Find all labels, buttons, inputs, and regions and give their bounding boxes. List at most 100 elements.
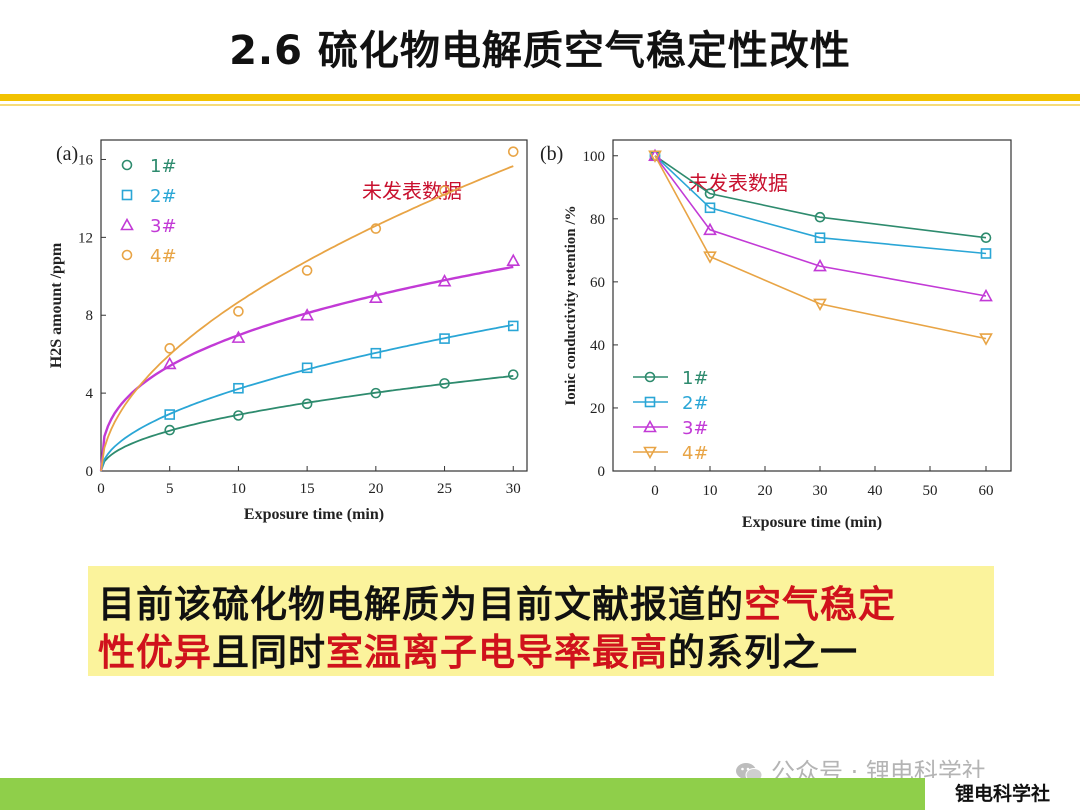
panel-a-point (164, 343, 176, 354)
panel-a-series-line (99, 265, 514, 472)
callout-text-2b: 且同时 (212, 631, 326, 674)
panel-a-point (301, 265, 313, 276)
panel-a-ytick-label: 0 (86, 464, 94, 480)
title-underline-thin (0, 104, 1080, 106)
panel-b-point (980, 232, 992, 244)
panel-a-series-line (100, 375, 514, 472)
panel-a-legend-marker (120, 217, 134, 231)
page-title: 2.6 硫化物电解质空气稳定性改性 (229, 28, 851, 74)
panel-b-xlabel: Exposure time (min) (742, 514, 882, 531)
panel-b-legend-label: 1# (682, 368, 709, 389)
panel-a-point (368, 290, 383, 304)
panel-a-xtick-label: 25 (437, 481, 452, 497)
panel-a-ylabel: H2S amount /ppm (48, 242, 65, 368)
panel-b-ytick-label: 0 (598, 464, 606, 480)
panel-a-ytick-label: 8 (86, 308, 94, 324)
panel-a-point (507, 320, 519, 332)
panel-a-legend-label: 4# (150, 246, 177, 267)
panel-b-ytick-label: 20 (590, 401, 605, 417)
panel-a-xlabel: Exposure time (min) (244, 506, 384, 523)
panel-b-xtick-label: 0 (651, 483, 659, 499)
panel-a-xtick-label: 0 (97, 481, 105, 497)
panel-b-legend-label: 4# (682, 443, 709, 464)
panel-a-point (506, 253, 521, 267)
panel-a-point (162, 356, 177, 370)
panel-a-point (370, 223, 382, 234)
panel-a-legend-marker (121, 159, 133, 171)
callout-highlight-2a: 性优异 (98, 631, 212, 674)
panel-b-point (813, 298, 827, 312)
title-underline (0, 94, 1080, 101)
panel-a-ytick-label: 4 (86, 386, 94, 402)
panel-a-point (370, 347, 382, 359)
panel-b-point (980, 248, 992, 259)
panel-a-annotation: 未发表数据 (362, 179, 462, 203)
panel-a-point (507, 146, 519, 157)
panel-b-ytick-label: 80 (590, 212, 605, 228)
callout-line-1: 目前该硫化物电解质为目前文献报道的空气稳定 (98, 574, 896, 628)
panel-a-point (164, 409, 176, 420)
panel-a-point (370, 387, 382, 399)
panel-a-label: (a) (56, 143, 78, 165)
panel-b-point (704, 188, 716, 199)
panel-b-point (648, 150, 662, 163)
panel-b-legend-marker (644, 371, 656, 383)
panel-b-series-line (654, 155, 987, 239)
panel-a-point (301, 398, 313, 410)
callout-text-1a: 目前该硫化物电解质为目前文献报道的 (98, 583, 744, 626)
callout-line-2: 性优异且同时室温离子电导率最高的系列之一 (98, 622, 858, 676)
panel-b-legend-marker (644, 396, 656, 408)
panel-b-ytick-label: 40 (590, 338, 605, 354)
panel-a-xtick-label: 15 (300, 481, 315, 497)
panel-a-point (231, 330, 246, 343)
panel-b-ytick-label: 100 (583, 149, 606, 165)
panel-b-xtick-label: 30 (813, 483, 828, 499)
panel-a-legend-marker (121, 189, 133, 201)
panel-a-point (233, 410, 244, 421)
panel-a-point (439, 185, 450, 196)
panel-b-series-line (654, 155, 987, 340)
panel-b-label: (b) (540, 143, 563, 165)
panel-b-ylabel: Ionic conductivity retention /% (563, 205, 579, 405)
panel-a-legend-marker (121, 249, 133, 261)
footer-bar (0, 778, 925, 810)
panel-a-ytick-label: 12 (78, 230, 93, 246)
panel-a-xtick-label: 30 (506, 481, 521, 497)
panel-b-point (979, 288, 993, 302)
panel-b-xtick-label: 60 (979, 483, 994, 499)
panel-b-series-line (654, 155, 987, 255)
panel-a-point (507, 369, 519, 380)
panel-a-xtick-label: 5 (166, 481, 174, 497)
panel-b-series-line (654, 155, 987, 297)
panel-b-point (703, 222, 717, 236)
panel-a-point (437, 274, 452, 287)
panel-b-legend-marker (643, 446, 657, 460)
panel-a-point (439, 333, 450, 344)
panel-a-point (439, 378, 450, 389)
callout-highlight-2c: 室温离子电导率最高 (326, 631, 668, 674)
panel-a-xtick-label: 20 (368, 481, 383, 497)
panel-b-point (813, 258, 827, 272)
chart-figure: 0 5 10 15 20 25 30 0 4 8 12 16 Exposure time (min) H2… (48, 139, 1012, 531)
panel-b-xtick-label: 40 (868, 483, 883, 499)
panel-b-xtick-label: 50 (923, 483, 938, 499)
panel-a-point (164, 424, 176, 436)
panel-b-point (814, 232, 826, 244)
panel-a-legend-label: 3# (150, 216, 177, 237)
panel-b-annotation: 未发表数据 (688, 171, 788, 195)
panel-b-point (814, 211, 826, 223)
callout-highlight-1b: 空气稳定 (744, 583, 896, 626)
panel-a-series-line (100, 323, 514, 472)
panel-b-xtick-label: 20 (758, 483, 773, 499)
panel-a-legend-label: 1# (150, 156, 177, 177)
panel-a-point (301, 362, 313, 374)
panel-b-xtick-label: 10 (703, 483, 718, 499)
panel-a-point (300, 308, 314, 321)
panel-b-legend-label: 2# (682, 393, 709, 414)
panel-b-legend-label: 3# (682, 418, 709, 439)
panel-a-point (233, 306, 244, 317)
panel-b-frame (612, 139, 1012, 472)
conclusion-callout (88, 566, 994, 676)
callout-text-2d: 的系列之一 (668, 631, 858, 674)
panel-b-point (979, 333, 993, 346)
